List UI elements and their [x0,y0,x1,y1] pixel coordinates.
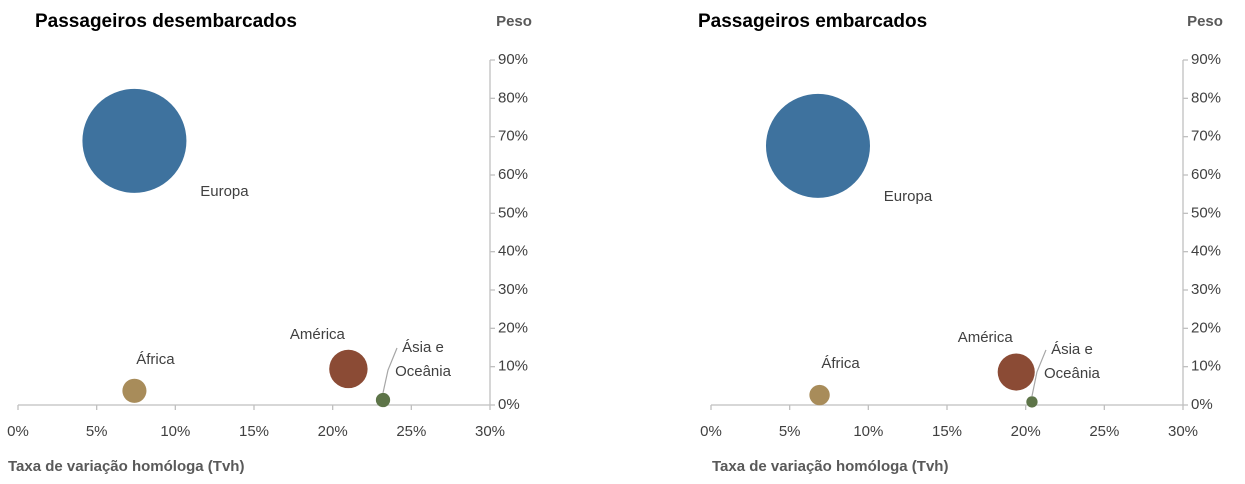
data-label: Ásia e Oceânia [1044,341,1101,382]
bubble [1026,396,1038,408]
x-tick-label: 25% [396,423,426,440]
y-tick-label: 80% [1191,89,1221,106]
y-tick-label: 0% [498,396,520,413]
y-tick-label: 80% [498,89,528,106]
data-label-line: Ásia e [1051,341,1093,358]
x-tick-label: 20% [1011,423,1041,440]
data-label: América [290,326,346,343]
bubble [329,349,368,389]
y-tick-label: 30% [1191,281,1221,298]
y-axis-title: Peso [496,13,532,30]
bubble [765,93,870,198]
y-tick-label: 10% [1191,358,1221,375]
chart-title: Passageiros desembarcados [35,11,297,32]
y-tick-label: 40% [498,243,528,260]
y-tick-label: 30% [498,281,528,298]
x-tick-label: 30% [1168,423,1198,440]
data-label: África [136,351,175,368]
data-label: Ásia e Oceânia [395,339,452,380]
y-tick-label: 10% [498,358,528,375]
data-label: África [821,355,860,372]
bubble [375,392,391,408]
x-tick-label: 0% [7,423,29,440]
bubble [997,353,1035,391]
data-label-line: Ásia e [402,339,444,356]
y-tick-label: 90% [1191,51,1221,68]
x-axis-title: Taxa de variação homóloga (Tvh) [712,458,948,475]
chart-title: Passageiros embarcados [698,11,927,32]
bubble [82,88,187,193]
x-tick-label: 25% [1089,423,1119,440]
y-tick-label: 50% [1191,204,1221,221]
y-tick-label: 70% [1191,128,1221,145]
x-axis-title: Taxa de variação homóloga (Tvh) [8,458,244,475]
data-label: Europa [884,188,933,205]
x-tick-label: 10% [853,423,883,440]
data-label: Europa [200,183,249,200]
data-label-line: Oceânia [1044,365,1101,382]
y-tick-label: 60% [1191,166,1221,183]
bubble [809,384,830,406]
data-label: América [958,329,1014,346]
x-tick-label: 15% [932,423,962,440]
y-axis-title: Peso [1187,13,1223,30]
x-tick-label: 15% [239,423,269,440]
x-tick-label: 10% [160,423,190,440]
x-tick-label: 20% [318,423,348,440]
bubble [122,378,147,403]
leader-line [382,347,398,394]
y-tick-label: 90% [498,51,528,68]
x-tick-label: 0% [700,423,722,440]
leader-line [1031,349,1047,397]
y-tick-label: 20% [498,319,528,336]
y-tick-label: 60% [498,166,528,183]
x-tick-label: 5% [779,423,801,440]
x-tick-label: 5% [86,423,108,440]
y-tick-label: 40% [1191,243,1221,260]
y-tick-label: 50% [498,204,528,221]
y-tick-label: 20% [1191,319,1221,336]
y-tick-label: 70% [498,128,528,145]
data-label-line: Oceânia [395,363,452,380]
y-tick-label: 0% [1191,396,1213,413]
x-tick-label: 30% [475,423,505,440]
